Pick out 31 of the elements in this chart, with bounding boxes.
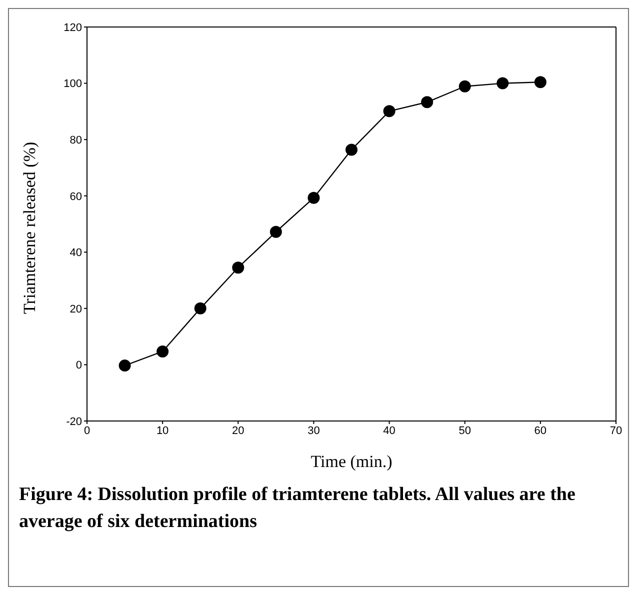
point (496, 77, 509, 90)
point (383, 105, 396, 118)
y-tick-label: 100 (64, 78, 82, 90)
x-tick-label: 20 (232, 424, 244, 437)
point (270, 226, 282, 238)
x-tick-label: 70 (610, 424, 622, 437)
x-tick-label: 10 (156, 424, 169, 437)
x-tick-label: 60 (534, 424, 547, 437)
caption: Figure 4: Dissolution profile of triamterene tablets. All values are the average of six determinations (19, 483, 576, 534)
y-tick-label: 60 (70, 190, 82, 203)
x-tick-label: 40 (383, 424, 396, 437)
x-tick-label: 50 (458, 424, 471, 437)
point (421, 96, 434, 108)
y-tick-label: 40 (70, 247, 82, 260)
point (194, 302, 206, 314)
point (534, 76, 546, 88)
point (118, 360, 131, 372)
x-tick-label: 30 (308, 424, 320, 437)
x-axis-title: Time (min.) (310, 452, 392, 471)
point (308, 192, 320, 204)
y-tick-label: 80 (70, 134, 82, 146)
point (156, 345, 169, 358)
y-tick-label: 0 (76, 360, 82, 372)
point (232, 262, 244, 274)
point (458, 80, 471, 92)
x-tick-label: 0 (84, 424, 90, 437)
y-tick-label: -20 (66, 416, 82, 428)
y-tick-label: 20 (70, 303, 82, 316)
y-axis-title: Triamterene released (%) (20, 142, 40, 314)
point (346, 144, 358, 156)
y-tick-label: 120 (64, 22, 82, 34)
